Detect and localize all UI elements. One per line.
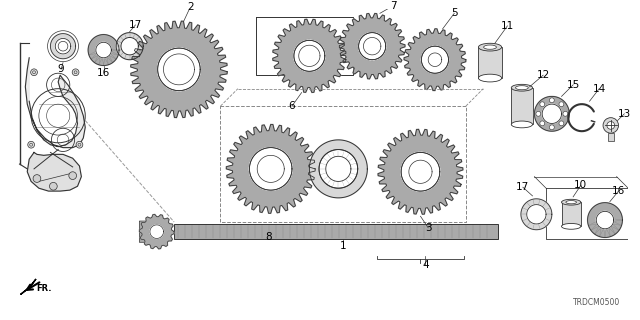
Text: 4: 4 — [422, 260, 429, 270]
Text: 1: 1 — [340, 241, 346, 251]
Circle shape — [549, 98, 554, 103]
Bar — [608, 133, 614, 141]
Text: 2: 2 — [188, 2, 194, 12]
Polygon shape — [339, 13, 405, 79]
Text: 3: 3 — [425, 223, 431, 233]
Circle shape — [559, 102, 564, 107]
Circle shape — [33, 175, 41, 182]
Polygon shape — [20, 279, 36, 294]
Text: 17: 17 — [516, 182, 529, 192]
Ellipse shape — [561, 223, 581, 229]
Polygon shape — [227, 124, 315, 213]
Text: FR.: FR. — [36, 284, 51, 292]
Circle shape — [49, 182, 57, 190]
Text: 15: 15 — [566, 80, 580, 90]
Polygon shape — [319, 149, 358, 188]
Polygon shape — [401, 152, 440, 191]
Text: 7: 7 — [390, 1, 397, 11]
Circle shape — [607, 122, 614, 129]
Ellipse shape — [511, 84, 532, 91]
Text: TRDCM0500: TRDCM0500 — [573, 298, 620, 307]
Polygon shape — [294, 40, 325, 71]
Polygon shape — [257, 155, 284, 182]
Text: 9: 9 — [58, 64, 65, 74]
Polygon shape — [404, 29, 466, 91]
Polygon shape — [116, 33, 143, 60]
Ellipse shape — [561, 199, 581, 205]
Text: 16: 16 — [97, 68, 110, 78]
Polygon shape — [401, 152, 440, 191]
Ellipse shape — [516, 86, 528, 90]
Circle shape — [563, 111, 568, 116]
Polygon shape — [409, 160, 432, 183]
FancyArrow shape — [140, 221, 159, 242]
Polygon shape — [26, 58, 85, 148]
Polygon shape — [319, 149, 358, 188]
Circle shape — [540, 102, 545, 107]
Text: 17: 17 — [129, 20, 142, 30]
Polygon shape — [521, 199, 552, 230]
Polygon shape — [131, 21, 227, 118]
Bar — [174, 224, 498, 239]
Text: 8: 8 — [266, 232, 272, 243]
Polygon shape — [157, 48, 200, 91]
Polygon shape — [28, 152, 81, 191]
Polygon shape — [150, 225, 163, 238]
Text: 10: 10 — [574, 180, 588, 190]
Text: 11: 11 — [500, 21, 514, 31]
Ellipse shape — [479, 74, 502, 82]
Text: 16: 16 — [612, 186, 625, 196]
Circle shape — [603, 118, 618, 133]
Polygon shape — [588, 203, 622, 237]
Polygon shape — [534, 96, 569, 131]
Polygon shape — [157, 48, 200, 91]
Bar — [561, 202, 581, 226]
Circle shape — [76, 141, 83, 148]
Polygon shape — [421, 46, 449, 73]
Polygon shape — [96, 42, 111, 58]
Ellipse shape — [484, 45, 497, 49]
Polygon shape — [51, 34, 76, 59]
Text: 14: 14 — [593, 84, 606, 94]
Polygon shape — [364, 37, 381, 55]
Text: 13: 13 — [618, 109, 631, 119]
Polygon shape — [140, 214, 174, 249]
Circle shape — [72, 69, 79, 76]
Polygon shape — [542, 104, 561, 124]
Polygon shape — [121, 37, 138, 55]
Polygon shape — [326, 156, 351, 181]
Text: 5: 5 — [451, 8, 458, 18]
Polygon shape — [378, 129, 463, 214]
Polygon shape — [527, 204, 546, 224]
Bar — [511, 88, 532, 124]
Ellipse shape — [479, 43, 502, 51]
Polygon shape — [55, 38, 71, 54]
Polygon shape — [596, 212, 614, 229]
Ellipse shape — [566, 201, 577, 204]
Circle shape — [549, 125, 554, 130]
Ellipse shape — [511, 121, 532, 128]
Polygon shape — [358, 33, 386, 60]
Polygon shape — [250, 148, 292, 190]
Polygon shape — [421, 46, 449, 73]
Polygon shape — [309, 140, 367, 198]
Polygon shape — [428, 53, 442, 67]
Polygon shape — [273, 19, 346, 92]
Polygon shape — [299, 45, 320, 67]
Polygon shape — [294, 40, 325, 71]
Polygon shape — [163, 54, 195, 85]
Circle shape — [540, 121, 545, 126]
Polygon shape — [88, 35, 119, 66]
Circle shape — [31, 69, 37, 76]
Text: 6: 6 — [289, 101, 295, 111]
Text: 12: 12 — [536, 70, 550, 80]
Circle shape — [559, 121, 564, 126]
Polygon shape — [250, 148, 292, 190]
Bar — [479, 47, 502, 78]
Circle shape — [58, 41, 68, 51]
Circle shape — [28, 141, 35, 148]
Polygon shape — [358, 33, 386, 60]
Circle shape — [536, 111, 541, 116]
Circle shape — [69, 172, 77, 180]
